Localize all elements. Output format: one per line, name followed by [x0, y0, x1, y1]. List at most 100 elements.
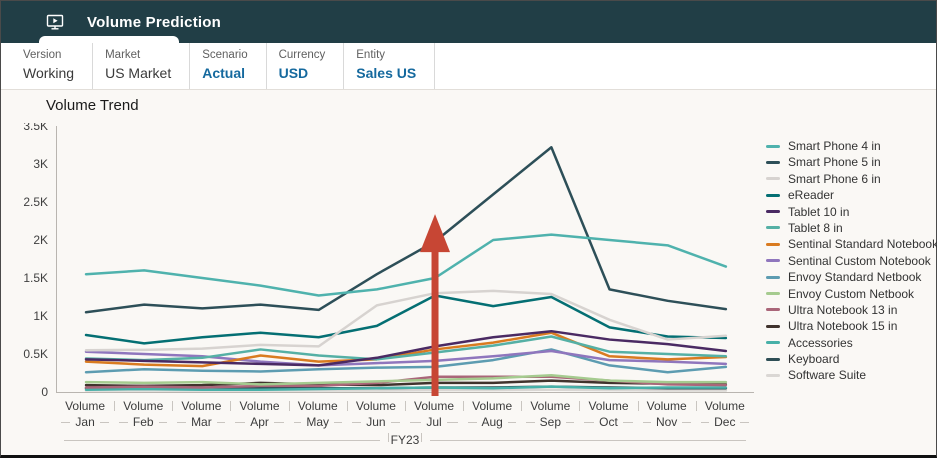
- legend-item-ultra-notebook-13-in[interactable]: Ultra Notebook 13 in: [766, 302, 937, 317]
- legend-swatch: [766, 308, 780, 312]
- x-axis-measure-row: Volume Volume Volume Volume Volume Volume Volu…: [56, 398, 754, 414]
- legend-item-sentinal-standard-notebook[interactable]: Sentinal Standard Notebook: [766, 237, 937, 252]
- x-axis-month-label-jun: Jun: [347, 414, 405, 430]
- x-axis-month-label-feb: Feb: [114, 414, 172, 430]
- x-axis-month-label-jul: Jul: [405, 414, 463, 430]
- page-title: Volume Prediction: [87, 13, 221, 31]
- app-header: Volume Prediction: [1, 1, 936, 43]
- legend-item-accessories[interactable]: Accessories: [766, 335, 937, 350]
- legend-item-envoy-custom-netbook[interactable]: Envoy Custom Netbook: [766, 287, 937, 301]
- legend-label: Sentinal Custom Notebook: [788, 253, 931, 268]
- legend-swatch: [766, 357, 780, 361]
- legend-label: Tablet 10 in: [788, 204, 850, 219]
- x-axis-measure-label: Volume: [695, 398, 754, 414]
- legend-swatch: [766, 275, 780, 279]
- x-axis-month-label-apr: Apr: [230, 414, 288, 430]
- x-axis-month-row: Jan Feb Mar Apr May Jun Jul Aug Sep Oct Nov Dec: [56, 414, 754, 430]
- y-tick-label: 2K: [33, 233, 48, 247]
- legend-swatch: [766, 160, 780, 164]
- chart-legend: Smart Phone 4 in Smart Phone 5 in Smart Ph…: [766, 139, 937, 386]
- x-axis-month-label-mar: Mar: [172, 414, 230, 430]
- x-axis-measure-label: Volume: [65, 399, 106, 413]
- screen-play-icon: [45, 12, 65, 32]
- series-line-ereader: [84, 294, 728, 345]
- x-axis-measure-label: Volume: [463, 398, 521, 414]
- series-line-accessories: [84, 385, 728, 391]
- x-axis-measure-label: Volume: [230, 398, 288, 414]
- pov-label: Market: [105, 49, 141, 61]
- legend-label: Smart Phone 6 in: [788, 171, 881, 186]
- pov-bar: Version Working Market US Market Scenari…: [1, 43, 936, 90]
- pov-label: Entity: [356, 49, 386, 61]
- legend-item-tablet-8-in[interactable]: Tablet 8 in: [766, 220, 937, 235]
- pov-value[interactable]: US Market: [105, 65, 172, 81]
- pov-value[interactable]: Actual: [202, 65, 246, 81]
- pov-item-scenario[interactable]: Scenario Actual: [190, 43, 267, 89]
- series-line-smart-phone-6-in: [84, 289, 728, 352]
- legend-item-keyboard[interactable]: Keyboard: [766, 352, 937, 367]
- series-line-smart-phone-4-in: [84, 233, 728, 297]
- x-axis-year-row: FY23: [56, 433, 754, 447]
- legend-swatch: [766, 144, 780, 148]
- x-axis-month-label-jan: Jan: [56, 414, 114, 430]
- legend-label: Keyboard: [788, 352, 840, 367]
- pov-item-market[interactable]: Market US Market: [93, 43, 191, 89]
- active-tab-indicator[interactable]: [39, 36, 179, 43]
- legend-swatch: [766, 210, 780, 214]
- legend-item-smart-phone-4-in[interactable]: Smart Phone 4 in: [766, 139, 937, 153]
- pov-label: Version: [23, 49, 62, 61]
- pov-item-currency[interactable]: Currency USD: [267, 43, 345, 89]
- legend-item-ultra-notebook-15-in[interactable]: Ultra Notebook 15 in: [766, 319, 937, 334]
- legend-item-envoy-standard-netbook[interactable]: Envoy Standard Netbook: [766, 270, 937, 285]
- legend-item-smart-phone-6-in[interactable]: Smart Phone 6 in: [766, 171, 937, 186]
- legend-label: eReader: [788, 188, 835, 203]
- x-axis-month-label-sep: Sep: [521, 414, 579, 430]
- x-axis-measure-label: Volume: [404, 398, 463, 414]
- legend-label: Smart Phone 5 in: [788, 155, 881, 170]
- trend-arrow-head: [420, 214, 451, 253]
- series-line-sentinal-standard-notebook: [84, 331, 728, 368]
- legend-label: Ultra Notebook 15 in: [788, 319, 898, 334]
- y-tick-label: 0: [41, 385, 48, 397]
- legend-label: Accessories: [788, 335, 853, 350]
- x-axis-month-label-dec: Dec: [696, 414, 754, 430]
- y-tick-label: 3.5K: [23, 123, 48, 133]
- series-line-tablet-8-in: [84, 335, 728, 362]
- series-line-tablet-10-in: [84, 329, 728, 367]
- legend-swatch: [766, 292, 780, 296]
- pov-value[interactable]: Working: [23, 65, 75, 81]
- chart-title: Volume Trend: [46, 97, 139, 114]
- x-axis-measure-label: Volume: [288, 398, 347, 414]
- pov-value[interactable]: Sales US: [356, 65, 417, 81]
- legend-label: Sentinal Standard Notebook: [788, 237, 937, 252]
- x-axis-measure-label: Volume: [172, 398, 230, 414]
- x-axis-measure-label: Volume: [346, 398, 405, 414]
- legend-item-tablet-10-in[interactable]: Tablet 10 in: [766, 204, 937, 219]
- x-axis-measure-label: Volume: [637, 398, 696, 414]
- x-axis-measure-label: Volume: [114, 398, 172, 414]
- y-tick-label: 1K: [33, 309, 48, 323]
- legend-item-software-suite[interactable]: Software Suite: [766, 368, 937, 382]
- legend-swatch: [766, 226, 780, 230]
- legend-swatch: [766, 324, 780, 328]
- legend-label: Tablet 8 in: [788, 220, 843, 235]
- legend-swatch: [766, 177, 780, 181]
- pov-item-entity[interactable]: Entity Sales US: [344, 43, 436, 89]
- legend-swatch: [766, 259, 780, 263]
- series-line-ultra-notebook-15-in: [84, 379, 728, 388]
- legend-label: Smart Phone 4 in: [788, 139, 881, 153]
- legend-label: Envoy Standard Netbook: [788, 270, 922, 285]
- y-tick-label: 3K: [33, 157, 48, 171]
- legend-label: Ultra Notebook 13 in: [788, 302, 898, 317]
- volume-trend-chart: 0 0.5K 1K 1.5K 2K 2.5K 3K 3.5K: [23, 123, 754, 397]
- legend-item-ereader[interactable]: eReader: [766, 188, 937, 203]
- pov-item-version[interactable]: Version Working: [11, 43, 94, 89]
- legend-item-smart-phone-5-in[interactable]: Smart Phone 5 in: [766, 155, 937, 170]
- series-line-sentinal-custom-notebook: [84, 349, 728, 367]
- pov-value[interactable]: USD: [278, 65, 309, 81]
- series-line-envoy-custom-netbook: [84, 374, 728, 386]
- x-axis-month-label-oct: Oct: [579, 414, 637, 430]
- legend-item-sentinal-custom-notebook[interactable]: Sentinal Custom Notebook: [766, 253, 937, 268]
- x-axis-month-label-may: May: [289, 414, 347, 430]
